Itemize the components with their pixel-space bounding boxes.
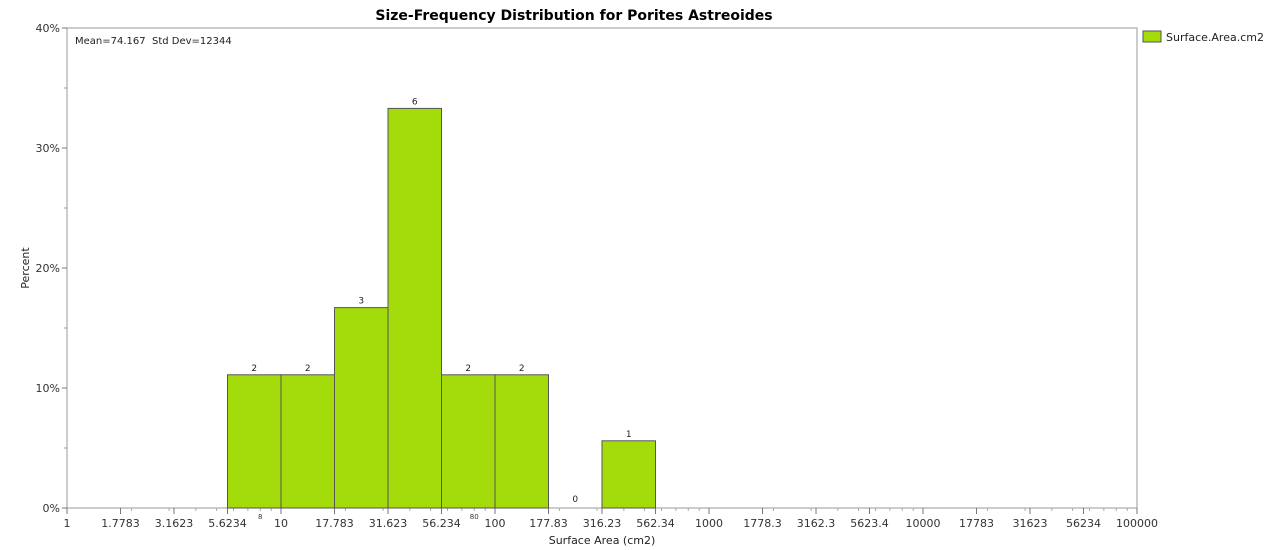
- y-tick-label: 0%: [43, 502, 60, 515]
- x-tick-label: 17783: [959, 517, 994, 530]
- legend-swatch: [1142, 30, 1162, 43]
- bar-count-label: 0: [572, 495, 578, 505]
- y-tick-label: 40%: [36, 22, 60, 35]
- x-tick-label: 3.1623: [155, 517, 194, 530]
- y-tick-label: 20%: [36, 262, 60, 275]
- x-tick-label: 10000: [906, 517, 941, 530]
- legend: Surface.Area.cm2: [1142, 30, 1264, 44]
- x-tick-label: 100: [485, 517, 506, 530]
- x-tick-label: 1000: [695, 517, 723, 530]
- y-tick-label: 30%: [36, 142, 60, 155]
- y-tick-label: 10%: [36, 382, 60, 395]
- x-tick-label: 316.23: [583, 517, 622, 530]
- x-extra-label: 80: [470, 513, 479, 521]
- x-tick-label: 562.34: [636, 517, 675, 530]
- bar-count-label: 2: [305, 364, 311, 374]
- stats-label: Mean=74.167 Std Dev=12344: [75, 36, 232, 47]
- x-tick-label: 1778.3: [743, 517, 782, 530]
- y-axis-label: Percent: [19, 247, 32, 289]
- x-tick-label: 3162.3: [797, 517, 836, 530]
- x-tick-label: 56.234: [422, 517, 461, 530]
- x-tick-label: 31.623: [369, 517, 408, 530]
- x-tick-label: 1.7783: [101, 517, 140, 530]
- x-tick-label: 5.6234: [208, 517, 247, 530]
- x-tick-label: 17.783: [315, 517, 354, 530]
- x-tick-label: 31623: [1013, 517, 1048, 530]
- x-extra-label: 8: [258, 513, 262, 521]
- bar-count-label: 3: [358, 297, 364, 307]
- x-axis-label: Surface Area (cm2): [549, 534, 656, 547]
- x-tick-label: 1: [64, 517, 71, 530]
- legend-label: Surface.Area.cm2: [1166, 31, 1264, 44]
- x-tick-label: 177.83: [529, 517, 568, 530]
- histogram-bar: [440, 374, 496, 509]
- x-tick-label: 100000: [1116, 517, 1158, 530]
- bar-count-label: 2: [251, 364, 257, 374]
- x-tick-label: 5623.4: [850, 517, 889, 530]
- histogram-bar: [280, 374, 336, 509]
- histogram-bar: [601, 440, 656, 509]
- x-tick-label: 56234: [1066, 517, 1101, 530]
- x-tick-label: 10: [274, 517, 288, 530]
- chart-title: Size-Frequency Distribution for Porites …: [375, 8, 772, 24]
- bar-count-label: 1: [626, 430, 632, 440]
- histogram-bar: [387, 107, 442, 509]
- histogram-bar: [334, 307, 389, 509]
- bar-count-label: 2: [465, 364, 471, 374]
- bar-count-label: 6: [412, 97, 418, 107]
- histogram-bar: [226, 374, 282, 509]
- plot-area: 0%10%20%30%40%1 1.7783 3.1623 5.6234 10 17.78…: [36, 22, 1158, 530]
- bar-count-label: 2: [519, 364, 525, 374]
- histogram-bar: [494, 374, 550, 509]
